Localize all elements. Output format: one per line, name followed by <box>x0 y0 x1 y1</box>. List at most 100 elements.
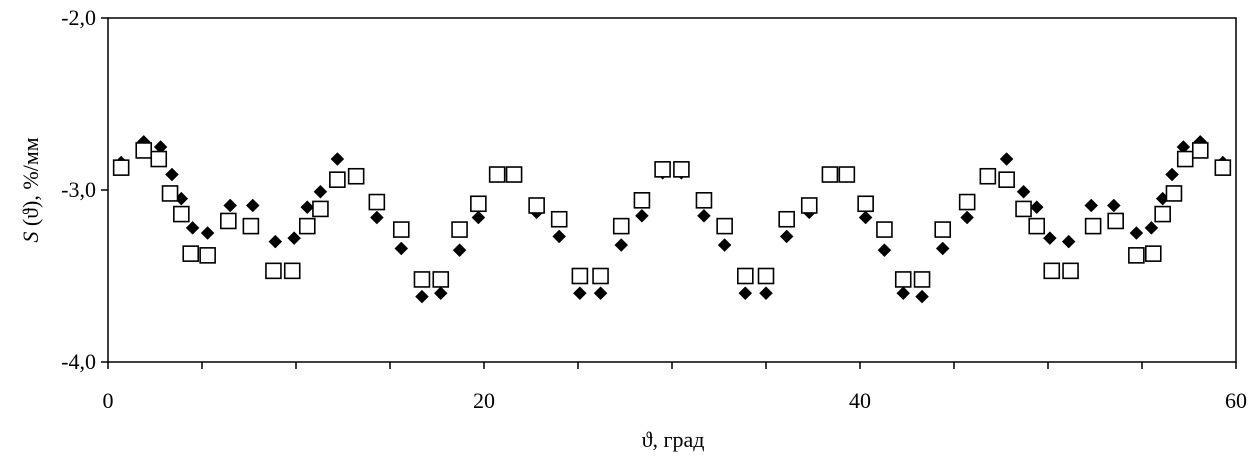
square-marker <box>913 271 931 288</box>
x-tick-label: 40 <box>849 388 871 413</box>
square-marker <box>265 262 282 280</box>
diamond-marker <box>1144 220 1159 235</box>
square-marker <box>838 166 856 183</box>
diamond-marker <box>245 198 260 213</box>
diamond-marker <box>1084 198 1099 213</box>
square-marker <box>876 221 893 238</box>
square-marker <box>283 262 301 280</box>
square-marker <box>857 195 874 213</box>
y-axis-label-symbol: S <box>18 232 43 243</box>
diamond-marker <box>313 184 328 199</box>
x-tick-label: 60 <box>1225 388 1247 413</box>
square-marker <box>1062 262 1079 280</box>
square-marker <box>1084 217 1102 235</box>
y-tick-label: -3,0 <box>61 177 96 202</box>
square-marker <box>998 171 1015 188</box>
square-marker <box>173 205 190 223</box>
square-marker <box>312 200 329 218</box>
square-marker <box>821 166 839 183</box>
square-marker <box>934 221 952 238</box>
diamond-marker <box>330 152 345 166</box>
square-marker <box>347 167 365 185</box>
diamond-marker <box>1106 198 1121 213</box>
square-marker <box>199 247 216 264</box>
square-marker <box>800 197 818 214</box>
square-marker <box>505 166 523 183</box>
diamond-marker <box>717 238 732 252</box>
diamond-marker <box>759 286 773 301</box>
diamond-marker <box>1129 226 1144 240</box>
square-marker <box>1043 262 1061 280</box>
square-marker <box>470 195 487 213</box>
square-marker <box>1107 212 1124 230</box>
square-marker <box>1191 142 1209 159</box>
square-marker <box>135 142 153 159</box>
square-marker <box>182 245 200 262</box>
diamond-marker <box>635 208 649 223</box>
diamond-marker <box>1029 200 1044 215</box>
square-marker <box>716 217 733 235</box>
x-tick-label: 20 <box>473 388 495 413</box>
diamond-marker <box>415 289 429 304</box>
diamond-marker <box>877 243 892 258</box>
diamond-marker <box>433 286 448 301</box>
square-marker <box>528 197 545 214</box>
square-marker <box>488 166 506 183</box>
diamond-marker <box>200 226 215 240</box>
axes-layer <box>107 17 1237 363</box>
square-marker <box>958 193 976 211</box>
square-marker <box>451 221 468 238</box>
square-marker <box>737 267 754 285</box>
diamond-marker <box>935 241 950 256</box>
diamond-marker <box>185 220 200 235</box>
diamond-marker <box>573 286 587 301</box>
square-marker <box>778 210 795 228</box>
square-marker <box>571 267 589 285</box>
diamond-marker <box>614 238 629 252</box>
square-marker <box>242 217 260 235</box>
square-marker <box>1144 245 1162 262</box>
square-marker <box>298 217 316 235</box>
diamond-marker <box>300 200 315 215</box>
square-marker <box>392 221 410 238</box>
diamond-marker <box>287 231 301 246</box>
diamond-marker <box>268 234 283 249</box>
square-marker <box>1154 205 1171 223</box>
diamond-marker <box>394 241 409 256</box>
square-marker <box>1165 185 1183 202</box>
diamond-marker <box>593 286 608 301</box>
plot-frame <box>107 17 1237 363</box>
y-tick-label: -4,0 <box>61 349 96 374</box>
square-marker <box>550 210 568 228</box>
diamond-marker <box>915 289 929 304</box>
diamond-marker <box>858 210 873 225</box>
diamond-marker <box>738 286 753 301</box>
series-layer <box>112 134 1232 304</box>
square-marker <box>1015 200 1032 218</box>
square-marker <box>432 271 450 288</box>
square-marker <box>695 192 713 209</box>
square-marker <box>368 193 386 211</box>
square-marker <box>673 161 690 178</box>
series-2 <box>112 142 1232 288</box>
square-marker <box>654 161 671 178</box>
diamond-marker <box>369 210 384 225</box>
square-marker <box>1028 217 1046 235</box>
diamond-marker <box>452 243 467 258</box>
diamond-marker <box>1043 231 1057 246</box>
square-marker <box>894 271 912 288</box>
diamond-marker <box>697 208 711 223</box>
diamond-marker <box>779 229 794 244</box>
diamond-marker <box>471 210 486 225</box>
y-axis-label: S (ϑ), %/мм <box>18 137 43 242</box>
x-axis-label: ϑ, град <box>642 427 705 452</box>
x-tick-label: 0 <box>103 388 114 413</box>
square-marker <box>150 150 168 168</box>
diamond-marker <box>1165 167 1179 182</box>
square-marker <box>612 217 630 235</box>
square-marker <box>220 212 237 230</box>
diamond-marker <box>1016 184 1031 199</box>
diamond-marker <box>552 229 567 244</box>
